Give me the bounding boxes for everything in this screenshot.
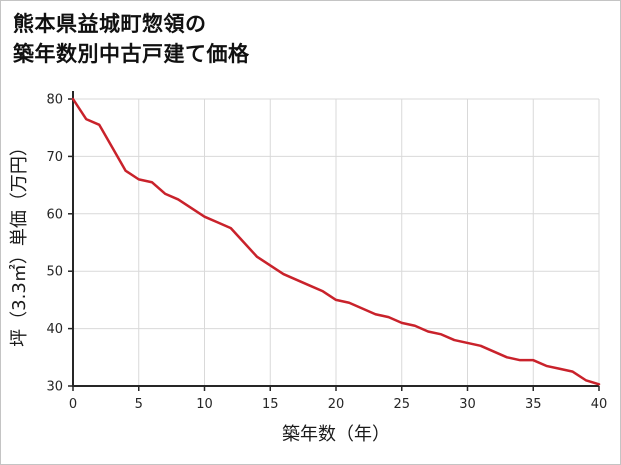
y-tick-label: 60	[46, 207, 63, 222]
x-tick-label: 35	[525, 397, 542, 412]
chart-title-line1: 熊本県益城町惣領の	[13, 12, 207, 36]
y-tick-label: 80	[46, 93, 63, 108]
y-tick-label: 30	[46, 380, 63, 395]
x-tick-label: 0	[69, 397, 77, 412]
y-tick-label: 70	[46, 150, 63, 165]
y-tick-label: 40	[46, 322, 63, 337]
y-tick-label: 50	[46, 265, 63, 280]
x-tick-label: 25	[393, 397, 410, 412]
chart-title-line2: 築年数別中古戸建て価格	[13, 42, 250, 67]
x-tick-label: 40	[591, 397, 608, 412]
chart-title: 熊本県益城町惣領の 築年数別中古戸建て価格	[13, 9, 250, 70]
x-tick-label: 30	[459, 397, 476, 412]
line-chart: 0 5 10 15 20 25 30 35 40 30 40 50 60 70 80 築年数（年） 坪（3.3㎡…	[8, 91, 608, 445]
x-axis-label: 築年数（年）	[282, 424, 390, 445]
price-line	[71, 97, 601, 386]
y-axis-label: 坪（3.3㎡）単価（万円）	[8, 138, 30, 347]
x-tick-label: 15	[262, 397, 279, 412]
x-tick-label: 10	[196, 397, 213, 412]
x-tick-label: 20	[328, 397, 345, 412]
x-tick-label: 5	[135, 397, 143, 412]
